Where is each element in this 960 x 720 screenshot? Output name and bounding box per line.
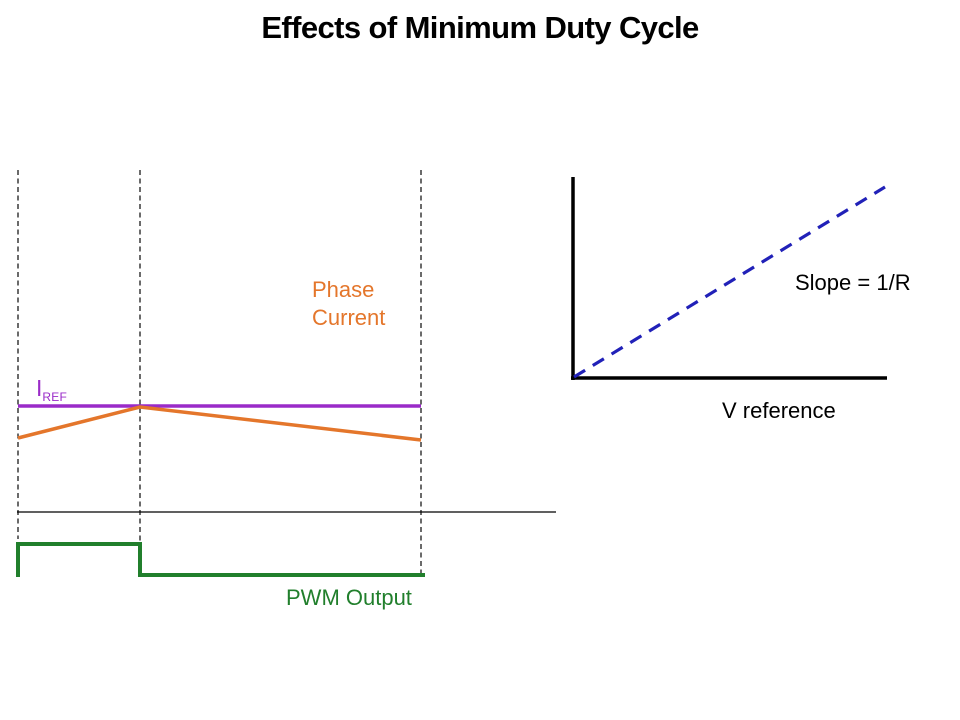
phase-current-label-line1: Phase <box>312 277 375 302</box>
page-title: Effects of Minimum Duty Cycle <box>261 10 699 45</box>
iref-label: IREF <box>36 376 67 409</box>
slope-dashed-line <box>573 185 886 379</box>
v-reference-axis-label: V reference <box>722 398 836 423</box>
slope-label: Slope = 1/R <box>795 270 911 295</box>
pwm-output-waveform <box>16 542 425 577</box>
iref-label-subscript: REF <box>42 390 67 404</box>
phase-current-label-line2: Current <box>312 305 386 330</box>
phase-current-waveform <box>17 405 422 442</box>
iref-label-base: I <box>36 375 43 401</box>
phase-current-label: Phase Current <box>312 276 385 332</box>
pwm-output-label: PWM Output <box>286 585 412 610</box>
